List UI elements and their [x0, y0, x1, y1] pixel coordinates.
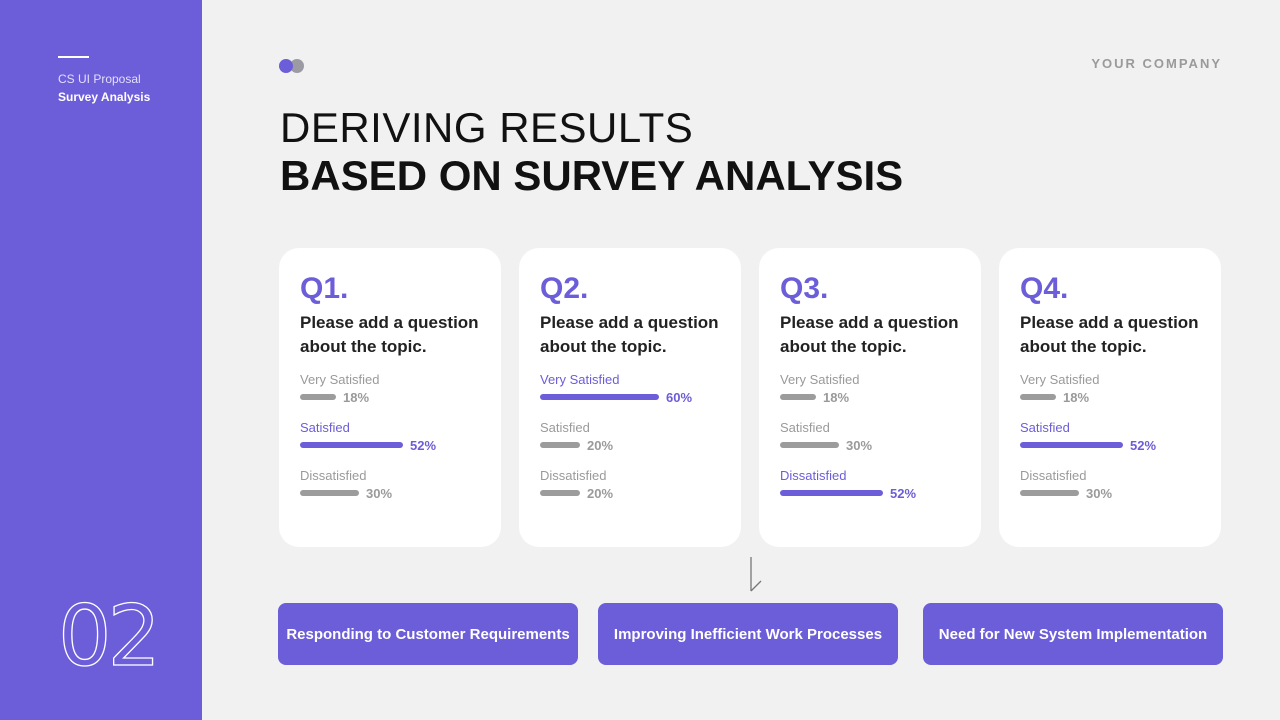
question-text: Please add a question about the topic.	[540, 313, 719, 356]
percentage-bar	[780, 442, 839, 448]
answer-option: Dissatisfied 52%	[780, 467, 961, 515]
percentage-value: 18%	[1063, 389, 1090, 405]
answer-label: Very Satisfied	[780, 372, 860, 387]
sidebar: CS UI Proposal Survey Analysis 02	[0, 0, 202, 720]
percentage-bar	[300, 442, 403, 448]
sidebar-subtitle: CS UI Proposal	[58, 72, 141, 86]
answer-label: Very Satisfied	[1020, 372, 1100, 387]
percentage-value: 52%	[1130, 437, 1157, 453]
answer-option: Dissatisfied 30%	[1020, 467, 1201, 515]
result-button-work-processes[interactable]: Improving Inefficient Work Processes	[598, 603, 898, 665]
page-title-line1: DERIVING RESULTS	[280, 104, 694, 151]
answer-option: Very Satisfied 18%	[780, 371, 961, 419]
arrow-down-icon	[750, 557, 762, 592]
question-number: Q3.	[780, 272, 829, 305]
percentage-value: 52%	[890, 485, 917, 501]
percentage-value: 60%	[666, 389, 693, 405]
answer-option: Satisfied 30%	[780, 419, 961, 467]
percentage-value: 30%	[1086, 485, 1113, 501]
percentage-bar	[1020, 394, 1056, 400]
percentage-value: 52%	[410, 437, 437, 453]
answer-option: Dissatisfied 20%	[540, 467, 721, 515]
result-button-system-implementation[interactable]: Need for New System Implementation	[923, 603, 1223, 665]
percentage-bar	[300, 490, 359, 496]
answer-options: Very Satisfied 18% Satisfied 30% Dissatisfie…	[780, 371, 961, 515]
question-card-q4: Q4. Please add a question about the topic…	[999, 248, 1221, 547]
answer-label: Dissatisfied	[1020, 468, 1087, 483]
percentage-value: 18%	[823, 389, 850, 405]
question-card-q1: Q1. Please add a question about the topic…	[279, 248, 501, 547]
percentage-bar	[540, 394, 659, 400]
percentage-value: 30%	[366, 485, 393, 501]
answer-option: Satisfied 20%	[540, 419, 721, 467]
percentage-bar	[300, 394, 336, 400]
percentage-value: 20%	[587, 437, 614, 453]
sidebar-section-title: Survey Analysis	[58, 90, 151, 104]
answer-option: Dissatisfied 30%	[300, 467, 481, 515]
page-title-line2: BASED ON SURVEY ANALYSIS	[280, 152, 904, 199]
question-text: Please add a question about the topic.	[780, 313, 959, 356]
result-button-customer-requirements[interactable]: Responding to Customer Requirements	[278, 603, 578, 665]
question-card-q2: Q2. Please add a question about the topic…	[519, 248, 741, 547]
answer-label: Dissatisfied	[780, 468, 847, 483]
question-text: Please add a question about the topic.	[300, 313, 479, 356]
answer-option: Satisfied 52%	[300, 419, 481, 467]
answer-label: Satisfied	[540, 420, 590, 435]
percentage-bar	[1020, 490, 1079, 496]
question-number: Q2.	[540, 272, 589, 305]
answer-options: Very Satisfied 18% Satisfied 52% Dissatisfie…	[300, 371, 481, 515]
percentage-bar	[1020, 442, 1123, 448]
dots-icon	[279, 58, 307, 74]
percentage-value: 30%	[846, 437, 873, 453]
percentage-value: 18%	[343, 389, 370, 405]
answer-options: Very Satisfied 60% Satisfied 20% Dissatisfie…	[540, 371, 721, 515]
answer-option: Very Satisfied 18%	[300, 371, 481, 419]
percentage-bar	[780, 490, 883, 496]
percentage-bar	[780, 394, 816, 400]
answer-label: Dissatisfied	[540, 468, 607, 483]
question-number: Q4.	[1020, 272, 1069, 305]
answer-options: Very Satisfied 18% Satisfied 52% Dissatisfie…	[1020, 371, 1201, 515]
question-number: Q1.	[300, 272, 349, 305]
percentage-value: 20%	[587, 485, 614, 501]
answer-option: Very Satisfied 18%	[1020, 371, 1201, 419]
answer-label: Dissatisfied	[300, 468, 367, 483]
page-number: 02	[57, 587, 161, 685]
sidebar-rule	[58, 56, 89, 58]
percentage-bar	[540, 442, 580, 448]
answer-option: Satisfied 52%	[1020, 419, 1201, 467]
answer-label: Satisfied	[1020, 420, 1070, 435]
answer-label: Satisfied	[300, 420, 350, 435]
answer-label: Very Satisfied	[540, 372, 620, 387]
question-text: Please add a question about the topic.	[1020, 313, 1199, 356]
company-name: YOUR COMPANY	[1091, 56, 1222, 71]
answer-label: Satisfied	[780, 420, 830, 435]
question-card-q3: Q3. Please add a question about the topic…	[759, 248, 981, 547]
percentage-bar	[540, 490, 580, 496]
answer-option: Very Satisfied 60%	[540, 371, 721, 419]
answer-label: Very Satisfied	[300, 372, 380, 387]
